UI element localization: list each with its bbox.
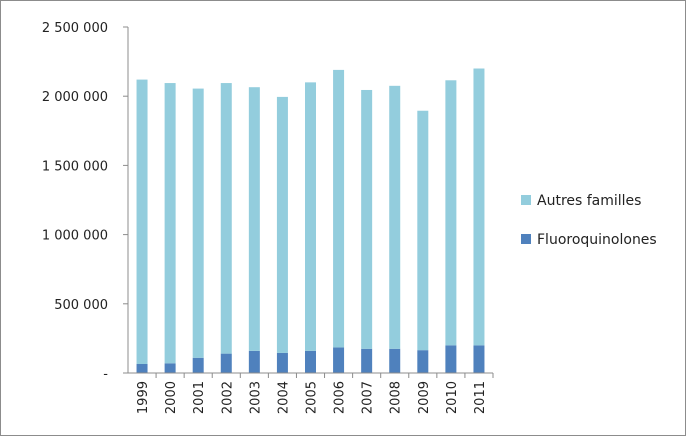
bar-fluoroquinolones-2011 — [473, 345, 485, 373]
bar-fluoroquinolones-2002 — [220, 353, 232, 373]
legend-swatch — [521, 234, 531, 244]
x-tick-label: 2000 — [164, 381, 179, 414]
legend-label: Fluoroquinolones — [537, 232, 657, 248]
legend-label: Autres familles — [537, 193, 641, 209]
bar-fluoroquinolones-2009 — [417, 350, 429, 373]
bar-fluoroquinolones-2001 — [192, 357, 204, 373]
y-tick-label: 2 000 000 — [42, 90, 108, 105]
x-axis-ticks: 1999 2000 2001 2002 2003 2004 2005 2006 2007 2008… — [136, 373, 494, 414]
bar-autres-familles-2000 — [164, 83, 176, 364]
bar-fluoroquinolones-2008 — [389, 348, 401, 373]
bar-autres-familles-2002 — [220, 83, 232, 354]
bar-fluoroquinolones-2003 — [248, 350, 260, 373]
bar-autres-familles-2009 — [417, 110, 429, 351]
x-tick-label: 2002 — [220, 381, 235, 414]
x-tick-label: 1999 — [136, 381, 151, 414]
bar-autres-familles-2010 — [445, 80, 457, 346]
bar-fluoroquinolones-2007 — [361, 348, 373, 373]
x-tick-label: 2004 — [276, 381, 291, 414]
bar-autres-familles-2001 — [192, 88, 204, 358]
legend-swatch — [521, 195, 531, 205]
legend: Autres familles Fluoroquinolones — [521, 193, 657, 248]
bar-fluoroquinolones-1999 — [136, 364, 148, 373]
x-tick-label: 2003 — [248, 381, 263, 414]
y-tick-label: - — [103, 367, 108, 382]
y-tick-label: 1 000 000 — [42, 229, 108, 244]
bar-fluoroquinolones-2010 — [445, 345, 457, 373]
x-tick-label: 2011 — [473, 381, 488, 414]
bar-autres-familles-2003 — [248, 87, 260, 351]
bars — [136, 68, 485, 373]
x-tick-label: 2005 — [305, 381, 320, 414]
x-tick-label: 2001 — [192, 381, 207, 414]
bar-fluoroquinolones-2005 — [305, 350, 316, 373]
bar-fluoroquinolones-2000 — [164, 363, 176, 373]
y-tick-label: 500 000 — [54, 298, 108, 313]
bar-autres-familles-2004 — [276, 96, 288, 353]
x-tick-label: 2009 — [417, 381, 432, 414]
y-tick-label: 1 500 000 — [42, 159, 108, 174]
x-tick-label: 2008 — [389, 381, 404, 414]
bar-autres-familles-2007 — [361, 89, 373, 349]
y-tick-label: 2 500 000 — [42, 21, 108, 36]
x-tick-label: 2007 — [361, 381, 376, 414]
bar-autres-familles-2006 — [333, 69, 345, 348]
x-tick-label: 2006 — [333, 381, 348, 414]
bar-autres-familles-2011 — [473, 68, 485, 346]
y-axis-ticks: - 500 000 1 000 000 1 500 000 2 000 000 2 500… — [42, 21, 128, 382]
bar-autres-familles-2008 — [389, 85, 401, 349]
bar-autres-familles-1999 — [136, 79, 148, 365]
bar-fluoroquinolones-2006 — [333, 347, 345, 373]
bar-autres-familles-2005 — [305, 82, 316, 351]
x-tick-label: 2010 — [445, 381, 460, 414]
bar-fluoroquinolones-2004 — [276, 352, 288, 373]
